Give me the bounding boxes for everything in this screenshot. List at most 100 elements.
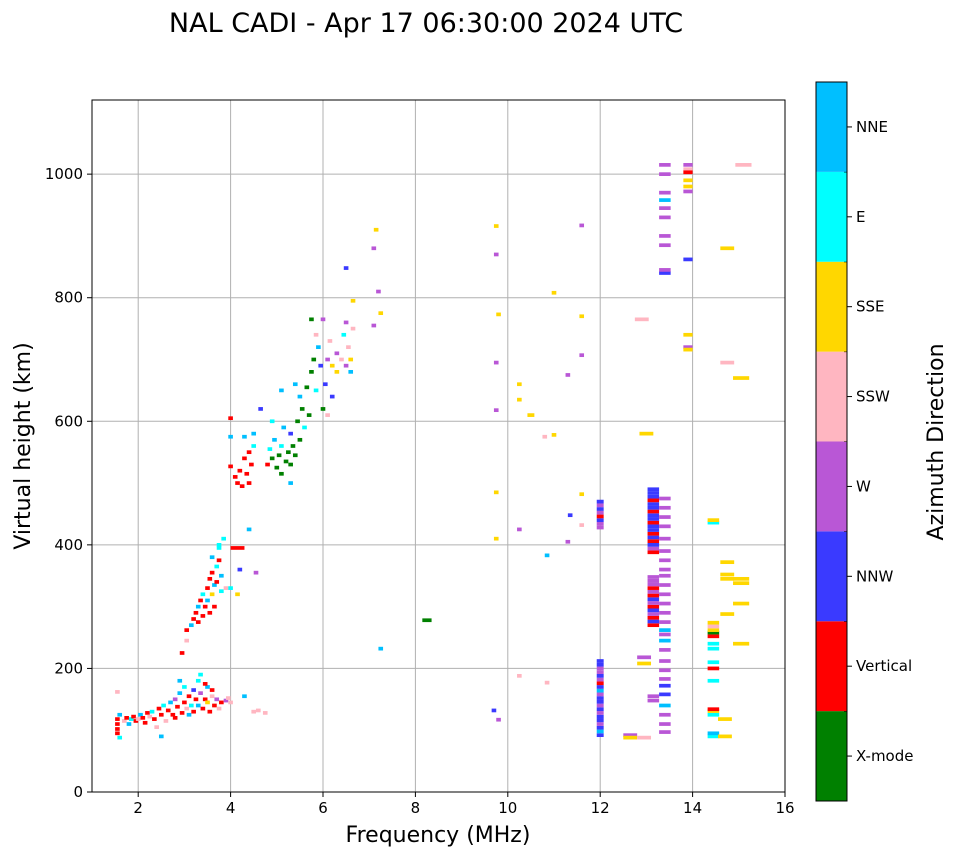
- data-point-e: [707, 734, 720, 739]
- data-point-vertical: [200, 706, 206, 711]
- data-point-nnw: [596, 714, 604, 719]
- y-tick-label: 1000: [45, 165, 83, 183]
- colorbar-swatch-x-mode: [816, 711, 847, 801]
- data-point-nnw: [647, 517, 660, 521]
- x-tick-label: 6: [318, 799, 328, 817]
- data-point-e: [117, 735, 123, 740]
- data-point-w: [659, 668, 671, 673]
- data-point-sse: [209, 592, 215, 597]
- data-point-w: [579, 223, 585, 228]
- data-point-x-mode: [304, 385, 310, 390]
- data-point-w: [565, 373, 571, 377]
- x-axis-ticks: 2 4 6 8 10 12 14 16: [133, 792, 795, 817]
- data-point-ssw: [163, 719, 169, 723]
- data-point-w: [659, 610, 671, 615]
- data-point-vertical: [647, 520, 660, 525]
- data-point-sse: [517, 397, 522, 402]
- data-point-sse: [707, 518, 720, 522]
- data-point-vertical: [191, 617, 196, 621]
- data-point-nne: [195, 703, 201, 708]
- data-point-vertical: [647, 615, 660, 620]
- data-point-ssw: [216, 706, 222, 711]
- data-point-nne: [205, 598, 210, 603]
- data-point-sse: [683, 332, 693, 337]
- data-point-w: [596, 722, 604, 726]
- data-point-e: [195, 678, 201, 683]
- data-point-vertical: [647, 498, 660, 503]
- data-point-w: [647, 575, 660, 579]
- data-point-sse: [235, 592, 240, 597]
- data-point-nne: [288, 481, 293, 485]
- data-point-nne: [279, 388, 284, 393]
- data-points: [115, 163, 752, 740]
- y-axis-ticks: 0 200 400 600 800 1000: [45, 165, 92, 801]
- data-point-vertical: [115, 717, 120, 721]
- data-point-vertical: [158, 712, 164, 717]
- data-point-nnw: [647, 524, 660, 529]
- data-point-w: [493, 252, 499, 257]
- data-point-w: [659, 206, 671, 210]
- data-point-ssw: [135, 717, 141, 721]
- data-point-sse: [205, 700, 210, 705]
- data-point-nne: [246, 527, 252, 532]
- data-point-e: [221, 536, 226, 541]
- plot-frame: [91, 99, 786, 793]
- data-point-nne: [138, 712, 143, 717]
- data-point-e: [128, 717, 134, 721]
- data-point-x-mode: [290, 444, 296, 448]
- data-point-e: [161, 703, 166, 708]
- data-point-vertical: [145, 711, 150, 715]
- data-point-sse: [493, 490, 499, 495]
- data-point-w: [596, 510, 604, 515]
- data-point-nne: [177, 691, 183, 695]
- colorbar-swatch-vertical: [816, 621, 847, 712]
- data-point-nne: [292, 382, 298, 387]
- data-point-sse: [683, 347, 693, 352]
- x-tick-label: 8: [411, 799, 421, 817]
- data-point-sse: [733, 641, 750, 646]
- data-point-sse: [733, 581, 750, 586]
- data-point-nnw: [596, 659, 604, 663]
- data-point-sse: [707, 620, 720, 625]
- data-point-nnw: [647, 543, 660, 547]
- colorbar-label: NNW: [856, 567, 893, 585]
- data-point-vertical: [182, 700, 187, 705]
- data-point-vertical: [647, 550, 660, 555]
- data-point-w: [659, 632, 671, 637]
- data-point-nne: [158, 734, 164, 739]
- data-point-vertical: [707, 666, 720, 671]
- data-point-sse: [718, 734, 732, 739]
- data-point-e: [219, 589, 224, 594]
- data-point-vertical: [596, 681, 604, 686]
- data-point-ssw: [634, 317, 649, 322]
- data-point-w: [659, 601, 671, 606]
- data-point-w: [683, 189, 693, 194]
- data-point-nne: [228, 434, 233, 439]
- data-point-nnw: [647, 513, 660, 518]
- data-point-w: [493, 360, 499, 365]
- data-point-w: [376, 289, 381, 294]
- data-point-vertical: [647, 586, 660, 590]
- data-point-sse: [720, 612, 735, 616]
- data-point-w: [496, 717, 501, 722]
- data-point-e: [707, 712, 720, 717]
- data-point-w: [596, 525, 604, 530]
- data-point-nne: [126, 722, 132, 726]
- data-point-w: [596, 670, 604, 674]
- data-point-w: [659, 573, 671, 578]
- data-point-w: [579, 353, 585, 358]
- data-point-vertical: [647, 604, 660, 609]
- data-point-sse: [720, 246, 735, 251]
- data-point-vertical: [228, 464, 233, 469]
- data-point-nne: [707, 731, 720, 736]
- data-point-vertical: [237, 468, 243, 473]
- data-point-sse: [373, 227, 379, 232]
- data-point-w: [198, 691, 203, 695]
- data-point-w: [320, 317, 326, 322]
- data-point-nnw: [683, 257, 693, 262]
- data-point-ssw: [209, 694, 215, 699]
- data-point-nne: [316, 345, 321, 349]
- data-point-vertical: [242, 456, 247, 461]
- data-point-sse: [707, 628, 720, 632]
- data-point-vertical: [175, 704, 180, 709]
